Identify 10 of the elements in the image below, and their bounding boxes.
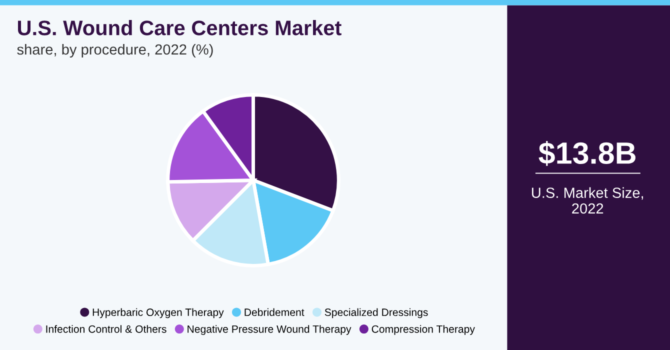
text: U.S. Market Size, 2022 (532, 187, 644, 214)
legend-label: Compression Therapy (372, 325, 475, 335)
legend-label: Debridement (244, 308, 304, 316)
legend-label: Specialized Dressings (324, 308, 428, 318)
legend-label: Negative Pressure Wound Therapy (188, 325, 352, 335)
text: $13.8B (538, 140, 636, 166)
legend-label: Infection Control & Others (46, 325, 166, 333)
chart-title: U.S. Wound Care Centers Market (18, 20, 342, 36)
chart-subtitle: share, by procedure, 2022 (%) (17, 44, 213, 58)
legend-label: Hyperbaric Oxygen Therapy (92, 308, 224, 318)
